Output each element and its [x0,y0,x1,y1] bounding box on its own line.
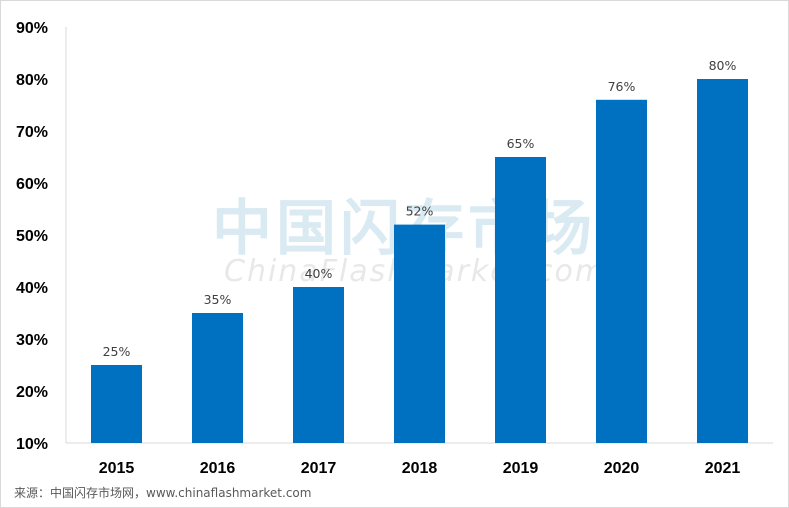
data-label: 76% [608,79,636,94]
bar [697,79,748,443]
bar [192,313,243,443]
data-label: 25% [103,344,131,359]
data-label: 40% [305,266,333,281]
y-tick-label: 30% [16,332,48,349]
data-label: 52% [406,204,434,219]
bar [596,99,647,444]
x-tick-label: 2018 [402,460,438,477]
x-tick-label: 2021 [705,460,741,477]
data-label: 65% [507,136,535,151]
bar [91,365,142,443]
x-tick-label: 2020 [604,460,640,477]
bar [293,287,344,443]
data-label: 80% [709,58,737,73]
source-note: 来源：中国闪存市场网，www.chinaflashmarket.com [14,486,312,500]
y-tick-label: 90% [16,20,48,37]
y-tick-label: 40% [16,280,48,297]
y-tick-label: 70% [16,124,48,141]
x-tick-label: 2019 [503,460,539,477]
x-tick-label: 2017 [301,460,337,477]
y-tick-label: 50% [16,228,48,245]
x-tick-label: 2015 [99,460,135,477]
y-tick-label: 20% [16,384,48,401]
x-tick-label: 2016 [200,460,236,477]
data-label: 35% [204,292,232,307]
bar [394,224,445,443]
y-tick-label: 80% [16,72,48,89]
y-tick-label: 60% [16,176,48,193]
bar [495,157,546,443]
y-tick-label: 10% [16,436,48,453]
